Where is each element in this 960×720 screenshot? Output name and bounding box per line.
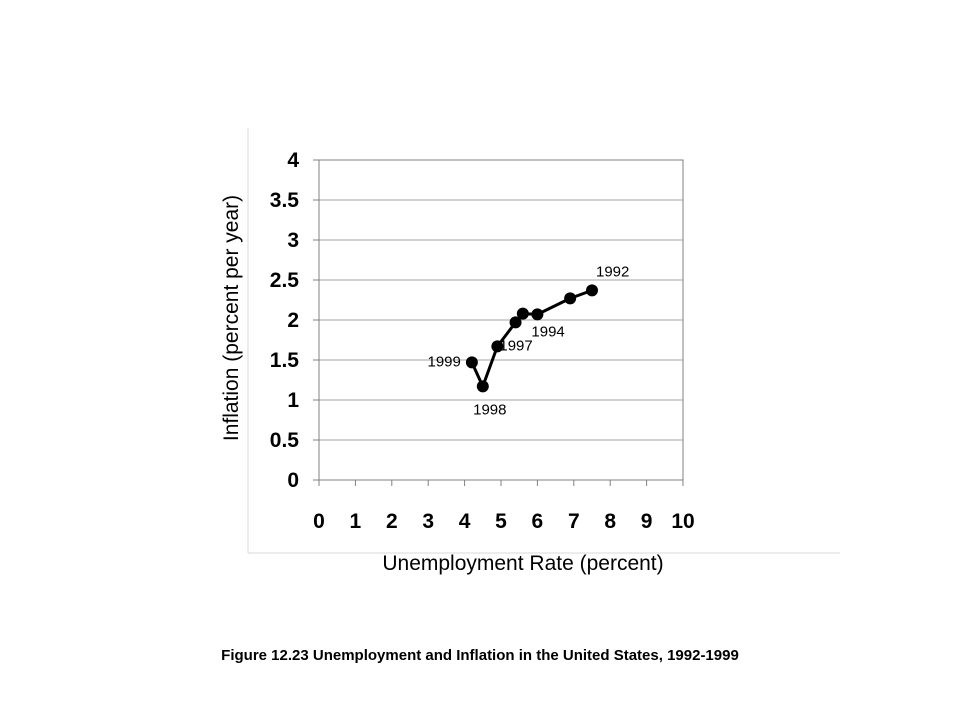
point-label-1992: 1992 [596, 263, 629, 280]
x-tick-label: 7 [568, 510, 580, 533]
x-axis-ticks [318, 480, 684, 486]
y-tick-labels: 0 0.5 1 1.5 2 2.5 3 3.5 4 [270, 149, 300, 492]
y-tick-label: 2.5 [270, 269, 300, 292]
point-label-1998: 1998 [473, 401, 506, 418]
x-tick-label: 8 [604, 510, 616, 533]
point-label-1994: 1994 [531, 323, 564, 340]
y-tick-label: 3 [287, 229, 299, 252]
data-point-1999 [465, 356, 478, 369]
data-point-1997 [491, 340, 504, 353]
y-tick-label: 3.5 [270, 189, 300, 212]
data-point-1994 [531, 308, 544, 321]
y-tick-label: 2 [287, 309, 299, 332]
x-tick-label: 10 [671, 510, 694, 533]
point-label-1999: 1999 [428, 353, 461, 370]
data-point-1998 [476, 380, 489, 393]
x-tick-label: 6 [532, 510, 544, 533]
y-tick-label: 0 [287, 469, 299, 492]
data-point-1995 [516, 307, 529, 320]
y-tick-label: 0.5 [270, 429, 300, 452]
y-axis-title: Inflation (percent per year) [220, 195, 243, 441]
x-tick-label: 1 [350, 510, 362, 533]
markers [465, 284, 598, 393]
data-point-1992 [586, 284, 598, 297]
x-tick-label: 2 [386, 510, 398, 533]
x-tick-label: 4 [459, 510, 471, 533]
x-tick-label: 0 [313, 510, 325, 533]
x-axis-title: Unemployment Rate (percent) [382, 552, 663, 575]
y-tick-label: 4 [287, 149, 299, 172]
data-point-1993 [564, 292, 577, 305]
y-tick-label: 1.5 [270, 349, 300, 372]
x-tick-label: 9 [641, 510, 653, 533]
y-tick-label: 1 [287, 389, 299, 412]
x-tick-label: 5 [495, 510, 507, 533]
x-tick-label: 3 [422, 510, 434, 533]
data-point-1996 [509, 316, 522, 329]
gridlines [313, 159, 683, 481]
point-label-1997: 1997 [499, 337, 532, 354]
x-tick-labels: 0 1 2 3 4 5 6 7 8 9 10 [313, 510, 695, 533]
figure-caption: Figure 12.23 Unemployment and Inflation … [221, 647, 739, 664]
